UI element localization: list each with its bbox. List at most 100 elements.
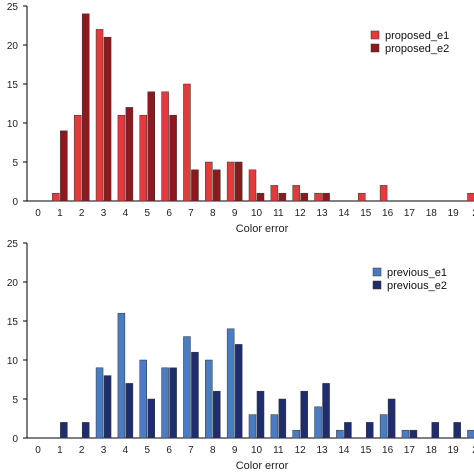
x-tick-label: 15	[360, 445, 372, 456]
bar-previous_e2-12	[300, 390, 308, 439]
x-tick-label: 7	[188, 445, 194, 456]
x-tick-label: 6	[166, 208, 172, 219]
y-tick-label: 15	[7, 317, 19, 328]
bar-proposed_e1-1	[52, 192, 60, 202]
legend-swatch-previous_e1	[372, 267, 382, 277]
bar-previous_e1-12	[292, 429, 300, 439]
bar-proposed_e1-15	[358, 192, 366, 202]
y-tick-label: 0	[12, 197, 18, 208]
bar-previous_e2-14	[344, 422, 352, 439]
bar-previous_e1-9	[226, 328, 235, 439]
x-tick-label: 9	[232, 445, 238, 456]
bar-previous_e2-13	[322, 383, 330, 439]
bar-proposed_e1-10	[248, 169, 257, 202]
y-tick-label: 10	[7, 119, 19, 130]
y-tick-label: 10	[7, 356, 19, 367]
bar-proposed_e1-12	[292, 185, 300, 202]
bar-previous_e2-1	[60, 422, 68, 439]
bar-proposed_e1-11	[270, 185, 279, 202]
x-tick-label: 8	[210, 208, 216, 219]
x-tick-label: 10	[251, 445, 263, 456]
bar-proposed_e1-2	[467, 192, 474, 202]
x-tick-label: 12	[295, 208, 307, 219]
x-tick-label: 8	[210, 445, 216, 456]
bar-previous_e2-19	[453, 422, 461, 439]
x-tick-label: 18	[426, 208, 438, 219]
bar-previous_e1-3	[95, 367, 104, 439]
legend-label-proposed_e1: proposed_e1	[385, 30, 449, 42]
bar-previous_e1-17	[401, 429, 410, 439]
bar-previous_e1-10	[248, 414, 257, 439]
y-tick-label: 25	[7, 239, 19, 250]
bar-proposed_e1-4	[117, 114, 126, 202]
bar-previous_e1-6	[161, 367, 169, 439]
legend-label-proposed_e2: proposed_e2	[385, 43, 449, 55]
bar-proposed_e2-11	[278, 192, 287, 202]
bar-previous_e2-9	[234, 344, 243, 439]
bar-previous_e2-11	[278, 398, 287, 439]
bar-proposed_e2-4	[125, 107, 134, 202]
legend-label-previous_e2: previous_e2	[387, 280, 447, 292]
x-tick-label: 10	[251, 208, 263, 219]
bar-proposed_e1-9	[226, 161, 235, 202]
x-tick-label: 1	[57, 445, 63, 456]
bar-proposed_e2-8	[213, 169, 221, 202]
bar-proposed_e1-6	[161, 91, 169, 202]
bar-proposed_e2-10	[256, 192, 265, 202]
x-tick-label: 11	[273, 445, 284, 456]
bar-previous_e2-6	[169, 367, 177, 439]
x-tick-label: 1	[57, 208, 63, 219]
bar-proposed_e1-8	[205, 161, 213, 202]
bar-proposed_e2-13	[322, 192, 330, 202]
bar-previous_e2-8	[213, 390, 221, 439]
bar-previous_e1-5	[139, 359, 147, 439]
x-tick-label: 12	[295, 445, 307, 456]
bar-previous_e2-3	[103, 375, 112, 439]
y-tick-label: 5	[12, 395, 18, 406]
bar-proposed_e2-3	[103, 36, 112, 202]
x-tick-label: 4	[123, 208, 129, 219]
x-tick-label: 0	[35, 208, 41, 219]
bar-previous_e2-5	[147, 398, 155, 439]
legend-swatch-proposed_e2	[370, 43, 380, 53]
bar-previous_e1-7	[183, 336, 191, 439]
x-tick-label: 19	[448, 208, 460, 219]
y-tick-label: 5	[12, 158, 18, 169]
bar-previous_e1-11	[270, 414, 279, 439]
legend-swatch-previous_e2	[372, 280, 382, 290]
legend-label-previous_e1: previous_e1	[387, 267, 447, 279]
x-tick-label: 14	[338, 445, 350, 456]
bar-previous_e2-10	[256, 390, 265, 439]
y-tick-label: 15	[7, 80, 19, 91]
x-tick-label: 13	[316, 208, 328, 219]
bar-previous_e1-4	[117, 312, 126, 439]
bar-proposed_e2-1	[60, 130, 68, 202]
x-axis-title: Color error	[236, 223, 289, 235]
bar-previous_e2-17	[409, 429, 418, 439]
y-tick-label: 20	[7, 278, 19, 289]
x-tick-label: 0	[35, 445, 41, 456]
x-tick-label: 2	[472, 445, 474, 456]
bar-proposed_e2-9	[234, 161, 243, 202]
bar-proposed_e1-13	[314, 192, 322, 202]
x-tick-label: 7	[188, 208, 194, 219]
bar-previous_e1-13	[314, 406, 322, 439]
x-tick-label: 13	[316, 445, 328, 456]
x-tick-label: 2	[79, 208, 85, 219]
bar-previous_e1-2	[467, 429, 474, 439]
x-tick-label: 11	[273, 208, 284, 219]
y-tick-label: 25	[7, 2, 19, 13]
bar-proposed_e2-2	[81, 13, 90, 202]
y-tick-label: 20	[7, 41, 19, 52]
bar-previous_e2-16	[387, 398, 396, 439]
x-tick-label: 15	[360, 208, 372, 219]
x-tick-label: 14	[338, 208, 350, 219]
x-tick-label: 2	[472, 208, 474, 219]
bar-previous_e1-8	[205, 359, 213, 439]
bar-proposed_e2-7	[191, 169, 199, 202]
x-tick-label: 9	[232, 208, 238, 219]
x-tick-label: 16	[382, 445, 394, 456]
x-tick-label: 16	[382, 208, 394, 219]
